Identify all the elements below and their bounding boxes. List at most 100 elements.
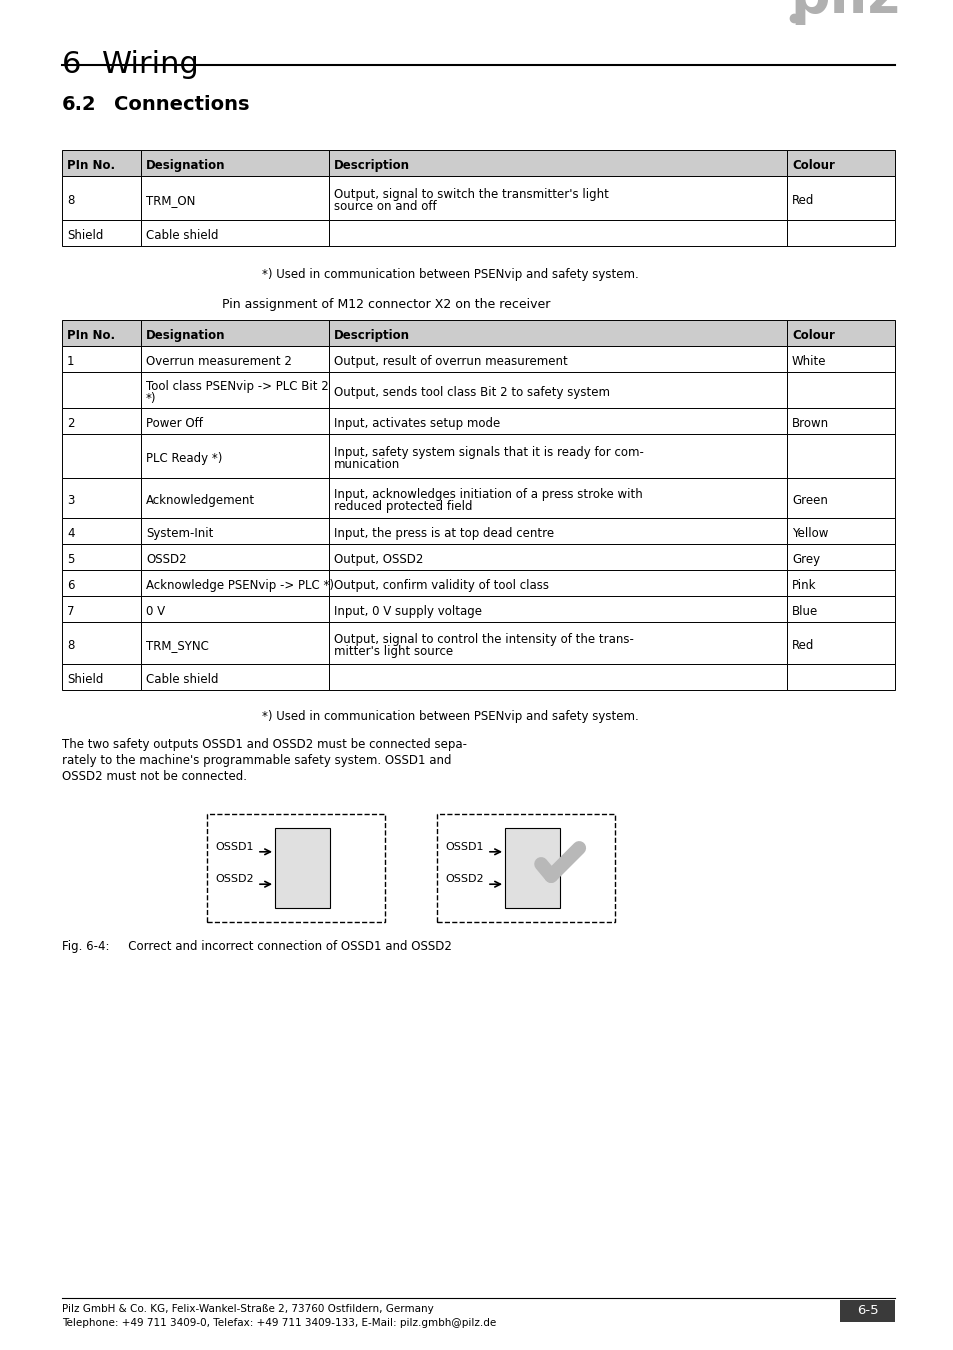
Bar — [329, 220, 786, 246]
Bar — [786, 320, 894, 346]
Bar — [141, 373, 329, 408]
Text: Designation: Designation — [146, 159, 225, 171]
Text: 1: 1 — [67, 355, 74, 369]
Text: 0 V: 0 V — [146, 605, 165, 618]
Text: Connections: Connections — [113, 95, 250, 113]
Text: Output, OSSD2: Output, OSSD2 — [334, 554, 423, 566]
Bar — [786, 518, 894, 544]
Bar — [786, 346, 894, 373]
Text: Cable shield: Cable shield — [146, 674, 218, 686]
Bar — [141, 320, 329, 346]
Bar — [62, 478, 141, 518]
Bar — [62, 433, 141, 478]
Bar — [62, 570, 141, 595]
Bar — [786, 595, 894, 622]
Bar — [786, 220, 894, 246]
Bar — [786, 478, 894, 518]
Bar — [274, 828, 330, 909]
Bar — [141, 570, 329, 595]
Text: Red: Red — [791, 194, 814, 207]
Text: Acknowledge PSENvip -> PLC *): Acknowledge PSENvip -> PLC *) — [146, 579, 334, 593]
Text: Input, activates setup mode: Input, activates setup mode — [334, 417, 499, 431]
Text: mitter's light source: mitter's light source — [334, 645, 453, 657]
Text: 2: 2 — [67, 417, 74, 431]
Bar — [329, 622, 786, 664]
Text: pilz: pilz — [789, 0, 899, 26]
Bar — [141, 518, 329, 544]
Bar — [329, 478, 786, 518]
Text: source on and off: source on and off — [334, 200, 436, 213]
Text: Blue: Blue — [791, 605, 818, 618]
Text: Output, sends tool class Bit 2 to safety system: Output, sends tool class Bit 2 to safety… — [334, 386, 609, 400]
Bar — [436, 814, 615, 922]
Text: Fig. 6-4:     Correct and incorrect connection of OSSD1 and OSSD2: Fig. 6-4: Correct and incorrect connecti… — [62, 940, 452, 953]
Bar — [329, 518, 786, 544]
Text: 5: 5 — [67, 554, 74, 566]
Bar — [786, 433, 894, 478]
Bar — [62, 544, 141, 570]
Bar — [141, 544, 329, 570]
Bar — [786, 150, 894, 176]
Bar — [840, 1300, 894, 1322]
Bar — [786, 622, 894, 664]
Text: Output, signal to switch the transmitter's light: Output, signal to switch the transmitter… — [334, 188, 608, 201]
Bar — [62, 176, 141, 220]
Text: PIn No.: PIn No. — [67, 329, 115, 342]
Text: Pilz GmbH & Co. KG, Felix-Wankel-Straße 2, 73760 Ostfildern, Germany: Pilz GmbH & Co. KG, Felix-Wankel-Straße … — [62, 1304, 434, 1314]
Text: 8: 8 — [67, 194, 74, 207]
Bar — [329, 664, 786, 690]
Bar — [141, 664, 329, 690]
Text: The two safety outputs OSSD1 and OSSD2 must be connected sepa-: The two safety outputs OSSD1 and OSSD2 m… — [62, 738, 467, 751]
Text: PLC Ready *): PLC Ready *) — [146, 452, 222, 464]
Text: OSSD2: OSSD2 — [146, 554, 187, 566]
Bar — [141, 622, 329, 664]
Bar — [141, 220, 329, 246]
Text: Input, acknowledges initiation of a press stroke with: Input, acknowledges initiation of a pres… — [334, 487, 642, 501]
Bar — [504, 828, 559, 909]
Text: Shield: Shield — [67, 674, 103, 686]
Text: OSSD1: OSSD1 — [444, 842, 483, 852]
Text: White: White — [791, 355, 825, 369]
Bar — [141, 478, 329, 518]
Bar — [329, 176, 786, 220]
Text: Output, confirm validity of tool class: Output, confirm validity of tool class — [334, 579, 548, 593]
Bar — [329, 433, 786, 478]
Text: Acknowledgement: Acknowledgement — [146, 494, 254, 508]
Text: *): *) — [146, 392, 156, 405]
Text: Colour: Colour — [791, 159, 834, 171]
Bar — [62, 346, 141, 373]
Bar — [329, 150, 786, 176]
Bar — [329, 595, 786, 622]
Text: TRM_ON: TRM_ON — [146, 194, 195, 207]
Text: rately to the machine's programmable safety system. OSSD1 and: rately to the machine's programmable saf… — [62, 755, 451, 767]
Bar — [329, 373, 786, 408]
Text: OSSD2: OSSD2 — [214, 875, 253, 884]
Text: 8: 8 — [67, 639, 74, 652]
Text: Telephone: +49 711 3409-0, Telefax: +49 711 3409-133, E-Mail: pilz.gmbh@pilz.de: Telephone: +49 711 3409-0, Telefax: +49 … — [62, 1318, 496, 1328]
Bar — [141, 176, 329, 220]
Text: Input, the press is at top dead centre: Input, the press is at top dead centre — [334, 526, 554, 540]
Text: Pin assignment of M12 connector X2 on the receiver: Pin assignment of M12 connector X2 on th… — [222, 298, 550, 311]
Text: System-Init: System-Init — [146, 526, 213, 540]
Text: Designation: Designation — [146, 329, 225, 342]
Text: Overrun measurement 2: Overrun measurement 2 — [146, 355, 292, 369]
Text: *) Used in communication between PSENvip and safety system.: *) Used in communication between PSENvip… — [262, 269, 639, 281]
Text: reduced protected field: reduced protected field — [334, 500, 472, 513]
Text: Input, 0 V supply voltage: Input, 0 V supply voltage — [334, 605, 481, 618]
Bar — [141, 595, 329, 622]
Text: 7: 7 — [67, 605, 74, 618]
Bar — [141, 150, 329, 176]
Bar — [329, 570, 786, 595]
Text: Input, safety system signals that it is ready for com-: Input, safety system signals that it is … — [334, 446, 643, 459]
Bar — [786, 544, 894, 570]
Text: Yellow: Yellow — [791, 526, 827, 540]
Text: 6.2: 6.2 — [62, 95, 96, 113]
Bar — [62, 320, 141, 346]
Bar — [141, 433, 329, 478]
Text: Description: Description — [334, 329, 410, 342]
Bar — [786, 373, 894, 408]
Bar — [62, 373, 141, 408]
Text: Colour: Colour — [791, 329, 834, 342]
Text: Output, result of overrun measurement: Output, result of overrun measurement — [334, 355, 567, 369]
Bar — [62, 622, 141, 664]
